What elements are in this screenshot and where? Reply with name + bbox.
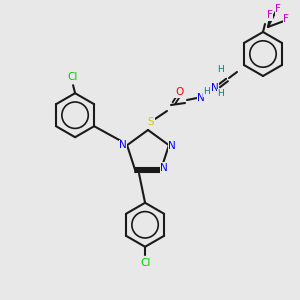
Text: Cl: Cl [140, 258, 150, 268]
Text: F: F [283, 14, 289, 24]
Text: F: F [275, 4, 281, 14]
Text: N: N [160, 163, 168, 173]
Text: Cl: Cl [67, 72, 77, 82]
Text: F: F [267, 10, 273, 20]
Text: N: N [119, 140, 127, 150]
Text: N: N [168, 141, 176, 151]
Text: O: O [175, 87, 183, 97]
Text: H: H [204, 88, 210, 97]
Text: N: N [197, 93, 205, 103]
Text: H: H [218, 65, 224, 74]
Text: S: S [148, 117, 154, 127]
Text: N: N [211, 83, 219, 93]
Text: H: H [218, 89, 224, 98]
